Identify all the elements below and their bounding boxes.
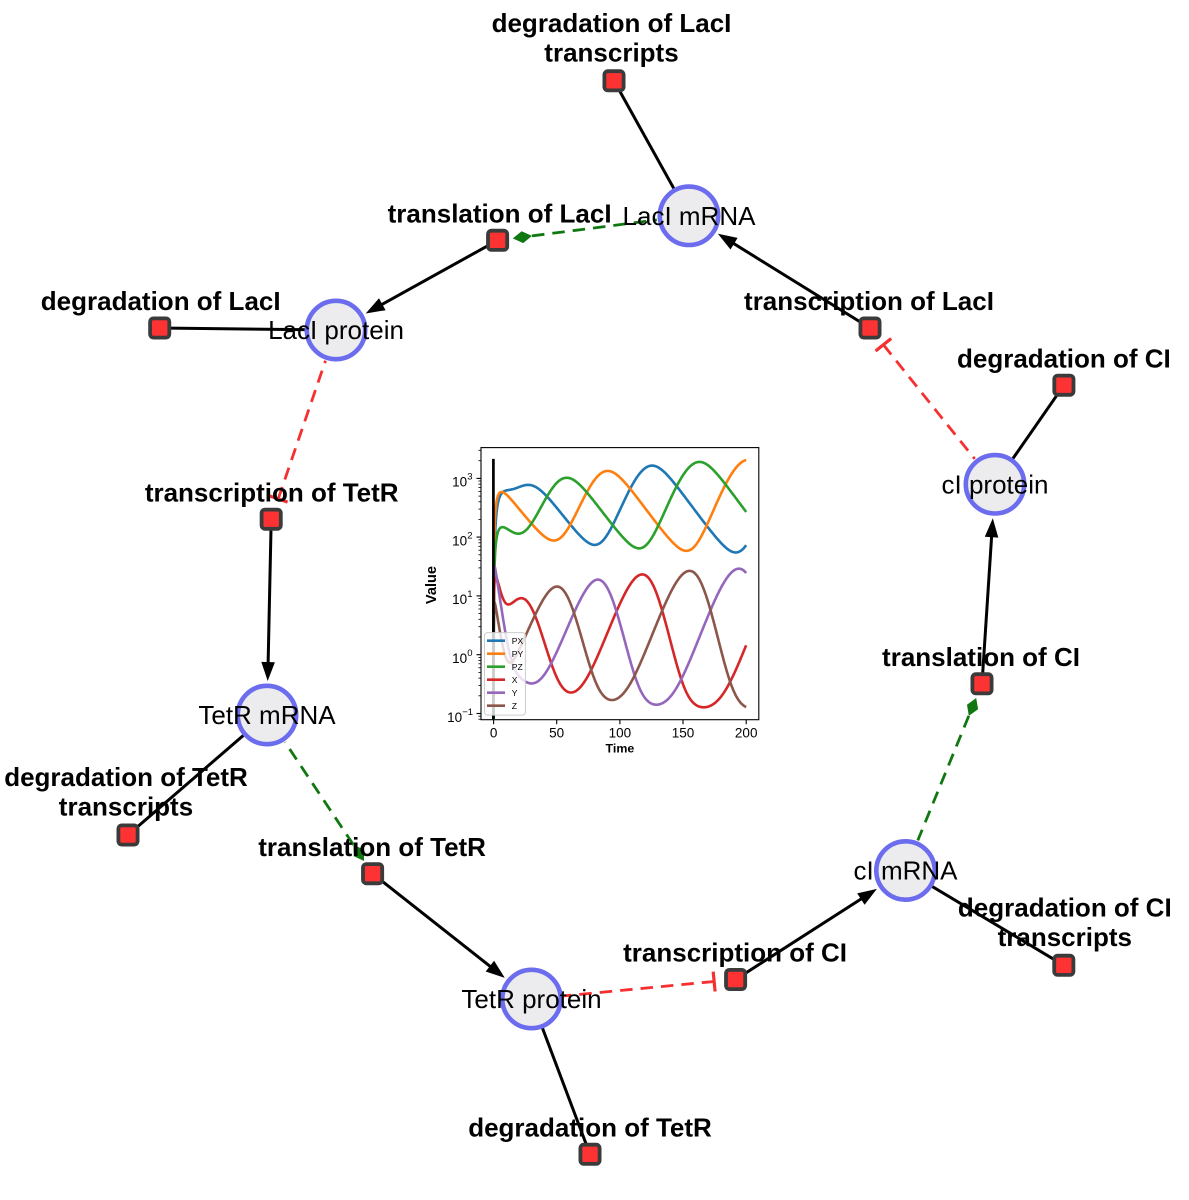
svg-text:translation of TetR: translation of TetR: [258, 832, 486, 862]
svg-text:cI protein: cI protein: [942, 469, 1049, 499]
svg-text:transcription of CI: transcription of CI: [623, 938, 847, 968]
svg-text:LacI protein: LacI protein: [268, 315, 404, 345]
svg-text:PY: PY: [512, 649, 524, 659]
svg-text:degradation of LacI: degradation of LacI: [41, 286, 281, 316]
svg-text:Time: Time: [606, 742, 635, 756]
svg-text:−1: −1: [462, 707, 473, 718]
svg-text:translation of CI: translation of CI: [882, 642, 1080, 672]
svg-text:PX: PX: [512, 636, 524, 646]
svg-text:degradation of TetR: degradation of TetR: [468, 1112, 712, 1142]
svg-text:TetR protein: TetR protein: [461, 984, 601, 1014]
svg-text:2: 2: [467, 530, 472, 541]
svg-text:3: 3: [467, 472, 472, 483]
svg-text:transcripts: transcripts: [998, 922, 1132, 952]
svg-text:Z: Z: [512, 701, 517, 711]
svg-text:50: 50: [549, 726, 564, 741]
svg-text:PZ: PZ: [512, 662, 523, 672]
svg-text:transcripts: transcripts: [59, 792, 193, 822]
svg-text:150: 150: [672, 726, 695, 741]
svg-text:translation of LacI: translation of LacI: [388, 198, 612, 228]
svg-text:TetR mRNA: TetR mRNA: [198, 700, 336, 730]
svg-text:10: 10: [447, 710, 462, 725]
svg-text:X: X: [512, 675, 518, 685]
svg-text:0: 0: [490, 726, 498, 741]
svg-text:transcription of LacI: transcription of LacI: [744, 286, 994, 316]
svg-text:degradation of CI: degradation of CI: [957, 343, 1171, 373]
svg-text:10: 10: [452, 592, 467, 607]
svg-text:10: 10: [452, 651, 467, 666]
svg-text:100: 100: [609, 726, 632, 741]
svg-text:Y: Y: [512, 688, 518, 698]
svg-text:10: 10: [452, 475, 467, 490]
svg-text:degradation of TetR: degradation of TetR: [4, 762, 248, 792]
svg-text:cI mRNA: cI mRNA: [854, 856, 959, 886]
svg-text:transcripts: transcripts: [544, 37, 678, 67]
svg-text:1: 1: [467, 589, 472, 600]
svg-text:10: 10: [452, 533, 467, 548]
svg-text:degradation of CI: degradation of CI: [958, 893, 1172, 923]
svg-text:0: 0: [467, 648, 472, 659]
svg-text:transcription of TetR: transcription of TetR: [145, 477, 399, 507]
svg-text:LacI mRNA: LacI mRNA: [623, 201, 757, 231]
svg-text:Value: Value: [424, 566, 440, 604]
svg-text:200: 200: [735, 726, 758, 741]
svg-text:degradation of LacI: degradation of LacI: [492, 8, 732, 38]
